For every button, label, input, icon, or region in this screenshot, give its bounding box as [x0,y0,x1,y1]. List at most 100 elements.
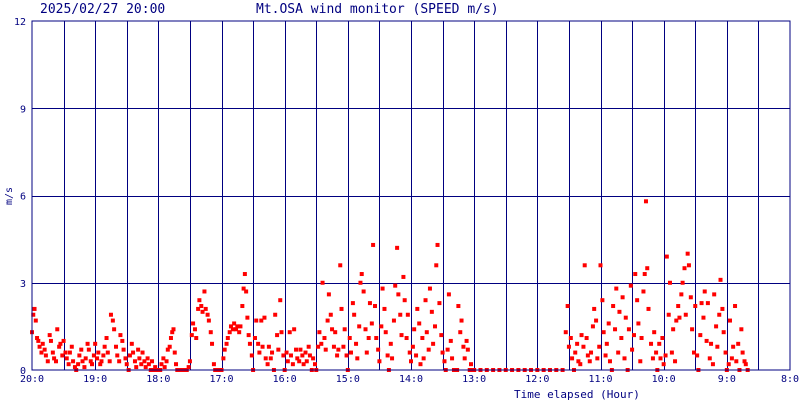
data-point [102,344,107,349]
grid [32,21,790,370]
data-point [33,318,38,323]
data-point [590,324,595,329]
data-point [319,341,324,346]
data-point [383,330,388,335]
data-point [587,359,592,364]
data-point [303,350,308,355]
data-point [98,362,103,367]
data-point [654,350,659,355]
data-point [377,359,382,364]
data-point [95,356,100,361]
data-point [194,336,199,341]
data-point [276,347,281,352]
data-point [265,362,270,367]
plot-frame [31,20,791,371]
data-point [260,344,265,349]
data-point [418,362,423,367]
x-tick-label: 8:0 [781,374,799,385]
data-point [595,356,600,361]
data-point [52,356,57,361]
data-point [317,330,322,335]
data-point [598,263,603,268]
data-point [164,359,169,364]
data-point [347,336,352,341]
data-point [79,347,84,352]
data-point [262,315,267,320]
data-point [284,350,289,355]
data-point [238,324,243,329]
data-point [426,347,431,352]
data-point [712,292,717,297]
data-point [563,330,568,335]
data-point [646,306,651,311]
data-point [407,350,412,355]
data-point [256,341,261,346]
y-tick-label: 3 [20,279,26,290]
data-point [677,315,682,320]
data-point [445,347,450,352]
data-point [726,362,731,367]
data-point [330,327,335,332]
data-point [85,341,90,346]
data-point [63,350,68,355]
data-point [127,353,132,358]
data-point [60,353,65,358]
data-point [47,333,52,338]
data-point [729,356,734,361]
data-point [294,347,299,352]
data-point [663,353,668,358]
data-point [205,312,210,317]
data-point [242,272,247,277]
data-point [417,321,422,326]
data-point [254,318,259,323]
data-point [363,327,368,332]
data-point [341,344,346,349]
y-tick-label: 0 [20,366,26,377]
data-point [620,295,625,300]
x-tick-labels: 20:0 19:0 18:0 17:0 16:0 15:0 14:0 13:0 12:0 11:0… [20,374,799,385]
data-point [464,338,469,343]
data-point [727,318,732,323]
data-point [132,359,137,364]
data-point [120,338,125,343]
x-tick-label: 20:0 [20,374,44,385]
data-point [671,327,676,332]
y-tick-label: 12 [14,17,26,28]
data-point [698,333,703,338]
data-point [701,315,706,320]
data-point [136,347,141,352]
data-point [304,359,309,364]
data-point [685,251,690,256]
data-point [367,301,372,306]
data-point [199,304,204,309]
data-point [316,344,321,349]
data-point [80,359,85,364]
data-point [734,359,739,364]
data-point [657,341,662,346]
data-point [661,362,666,367]
x-tick-label: 10:0 [652,374,676,385]
data-point [235,324,240,329]
data-point [275,333,280,338]
data-point [592,306,597,311]
data-point [66,362,71,367]
data-point [742,359,747,364]
data-point [717,312,722,317]
data-point [695,353,700,358]
data-point [168,336,173,341]
data-point [57,344,62,349]
data-point [359,272,364,277]
data-point [192,327,197,332]
data-point [110,318,115,323]
data-point [306,344,311,349]
data-point [191,321,196,326]
data-point [338,263,343,268]
data-point [461,344,466,349]
data-point [37,344,42,349]
data-point [67,350,72,355]
data-point [42,347,47,352]
data-point [667,280,672,285]
data-point [566,344,571,349]
data-point [232,321,237,326]
